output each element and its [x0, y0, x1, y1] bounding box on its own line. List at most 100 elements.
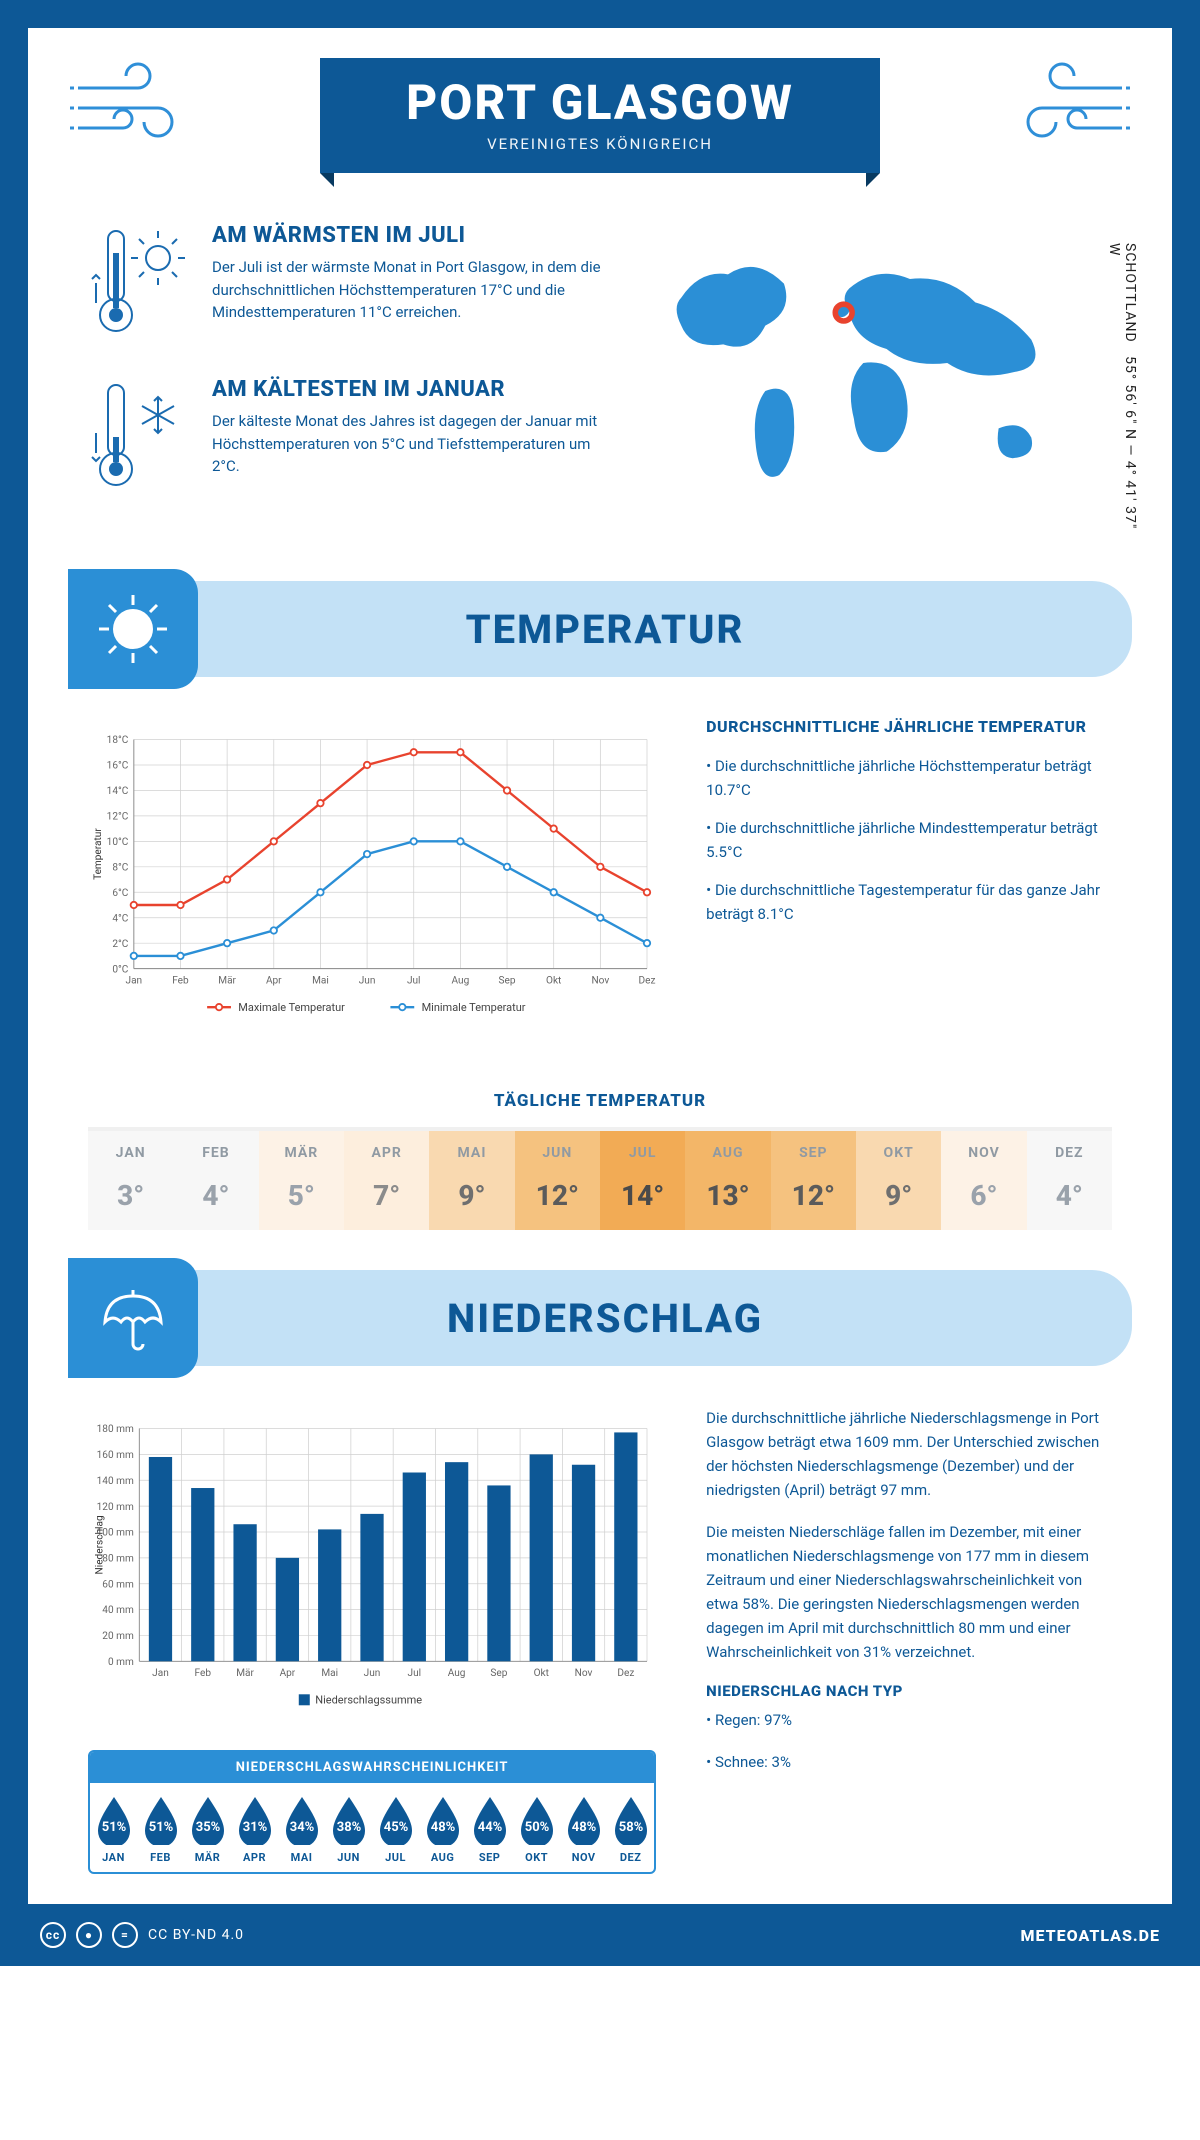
- page-subtitle: VEREINIGTES KÖNIGREICH: [380, 135, 820, 153]
- wind-icon: [68, 58, 188, 148]
- svg-text:Nov: Nov: [575, 1668, 593, 1679]
- precipitation-bar-chart: 0 mm20 mm40 mm60 mm80 mm100 mm120 mm140 …: [88, 1406, 656, 1726]
- fact-warmest: AM WÄRMSTEN IM JULI Der Juli ist der wär…: [88, 223, 603, 347]
- footer: cc ● = CC BY-ND 4.0 METEOATLAS.DE: [0, 1904, 1200, 1966]
- precipitation-heading: NIEDERSCHLAG: [238, 1295, 1092, 1342]
- svg-text:Feb: Feb: [195, 1668, 212, 1679]
- svg-text:Jul: Jul: [407, 975, 421, 986]
- svg-text:Jan: Jan: [152, 1668, 169, 1679]
- probability-cell: 35% MÄR: [184, 1783, 231, 1872]
- umbrella-icon: [68, 1258, 198, 1378]
- svg-text:Apr: Apr: [266, 975, 282, 986]
- svg-text:Sep: Sep: [499, 975, 516, 986]
- probability-cell: 34% MAI: [278, 1783, 325, 1872]
- probability-cell: 51% JAN: [90, 1783, 137, 1872]
- svg-text:10°C: 10°C: [107, 837, 129, 848]
- precip-by-type-heading: NIEDERSCHLAG NACH TYP: [706, 1682, 1112, 1700]
- svg-text:Apr: Apr: [280, 1668, 296, 1679]
- svg-text:Jan: Jan: [126, 975, 143, 986]
- svg-text:48%: 48%: [430, 1820, 455, 1835]
- svg-text:58%: 58%: [618, 1820, 643, 1835]
- header: PORT GLASGOW VEREINIGTES KÖNIGREICH: [28, 28, 1172, 213]
- svg-text:20 mm: 20 mm: [102, 1631, 134, 1642]
- page-title: PORT GLASGOW: [380, 74, 820, 131]
- daily-temp-cell: JAN3°: [88, 1131, 173, 1230]
- thermometer-sun-icon: [88, 223, 188, 347]
- probability-cell: 48% AUG: [419, 1783, 466, 1872]
- svg-text:0 mm: 0 mm: [108, 1657, 134, 1668]
- svg-text:Feb: Feb: [172, 975, 189, 986]
- svg-text:38%: 38%: [336, 1820, 361, 1835]
- fact-coldest: AM KÄLTESTEN IM JANUAR Der kälteste Mona…: [88, 377, 603, 501]
- temperature-heading: TEMPERATUR: [238, 606, 1092, 653]
- world-map: SCHOTTLAND 55° 56' 6" N — 4° 41' 37" W: [643, 223, 1112, 531]
- svg-text:Mai: Mai: [312, 975, 329, 986]
- section-temperature: TEMPERATUR: [68, 581, 1132, 677]
- svg-text:Temperatur: Temperatur: [93, 828, 104, 880]
- cc-icon: cc: [40, 1922, 66, 1948]
- daily-temp-cell: JUN12°: [515, 1131, 600, 1230]
- svg-text:180 mm: 180 mm: [97, 1424, 134, 1435]
- svg-text:Niederschlagssumme: Niederschlagssumme: [315, 1693, 422, 1706]
- fact-cold-text: Der kälteste Monat des Jahres ist dagege…: [212, 410, 603, 478]
- temperature-line-chart: 0°C2°C4°C6°C8°C10°C12°C14°C16°C18°CJanFe…: [88, 717, 656, 1037]
- svg-text:120 mm: 120 mm: [97, 1502, 134, 1513]
- svg-text:16°C: 16°C: [107, 761, 129, 772]
- svg-text:80 mm: 80 mm: [102, 1554, 134, 1565]
- daily-temp-cell: AUG13°: [685, 1131, 770, 1230]
- precip-by-type: • Regen: 97%: [706, 1708, 1112, 1732]
- svg-text:Okt: Okt: [546, 975, 561, 986]
- probability-cell: 51% FEB: [137, 1783, 184, 1872]
- temp-bullet: • Die durchschnittliche jährliche Mindes…: [706, 816, 1112, 864]
- svg-text:Jun: Jun: [364, 1668, 381, 1679]
- svg-text:8°C: 8°C: [112, 862, 128, 873]
- svg-text:Dez: Dez: [639, 975, 656, 986]
- probability-cell: 48% NOV: [560, 1783, 607, 1872]
- svg-text:14°C: 14°C: [107, 786, 129, 797]
- svg-text:2°C: 2°C: [112, 939, 128, 950]
- svg-text:Niederschlag: Niederschlag: [95, 1515, 106, 1574]
- temp-side-heading: DURCHSCHNITTLICHE JÄHRLICHE TEMPERATUR: [706, 717, 1112, 736]
- svg-text:Dez: Dez: [617, 1668, 634, 1679]
- daily-temp-cell: DEZ4°: [1027, 1131, 1112, 1230]
- probability-cell: 45% JUL: [372, 1783, 419, 1872]
- svg-text:51%: 51%: [148, 1820, 173, 1835]
- svg-text:Jul: Jul: [408, 1668, 422, 1679]
- daily-temp-cell: OKT9°: [856, 1131, 941, 1230]
- daily-temp-heading: TÄGLICHE TEMPERATUR: [28, 1091, 1172, 1111]
- svg-text:44%: 44%: [477, 1820, 502, 1835]
- svg-text:0°C: 0°C: [112, 964, 128, 975]
- svg-text:60 mm: 60 mm: [102, 1579, 134, 1590]
- svg-text:Minimale Temperatur: Minimale Temperatur: [422, 1001, 526, 1014]
- svg-text:Maximale Temperatur: Maximale Temperatur: [238, 1001, 345, 1014]
- probability-cell: 58% DEZ: [607, 1783, 654, 1872]
- svg-text:Okt: Okt: [534, 1668, 549, 1679]
- svg-text:Jun: Jun: [359, 975, 376, 986]
- probability-cell: 31% APR: [231, 1783, 278, 1872]
- daily-temp-cell: NOV6°: [941, 1131, 1026, 1230]
- svg-text:45%: 45%: [383, 1820, 408, 1835]
- fact-warm-title: AM WÄRMSTEN IM JULI: [212, 223, 603, 248]
- daily-temp-cell: MÄR5°: [259, 1131, 344, 1230]
- svg-text:4°C: 4°C: [112, 913, 128, 924]
- probability-heading: NIEDERSCHLAGSWAHRSCHEINLICHKEIT: [90, 1752, 654, 1783]
- title-banner: PORT GLASGOW VEREINIGTES KÖNIGREICH: [320, 58, 880, 173]
- coordinates: SCHOTTLAND 55° 56' 6" N — 4° 41' 37" W: [1106, 243, 1138, 531]
- probability-cell: 44% SEP: [466, 1783, 513, 1872]
- fact-warm-text: Der Juli ist der wärmste Monat in Port G…: [212, 256, 603, 324]
- svg-text:Aug: Aug: [448, 1668, 466, 1679]
- brand-name: METEOATLAS.DE: [1020, 1926, 1160, 1945]
- probability-cell: 38% JUN: [325, 1783, 372, 1872]
- nd-icon: =: [112, 1922, 138, 1948]
- svg-text:34%: 34%: [289, 1820, 314, 1835]
- svg-text:6°C: 6°C: [112, 888, 128, 899]
- svg-text:50%: 50%: [524, 1820, 549, 1835]
- svg-text:12°C: 12°C: [107, 812, 129, 823]
- svg-text:48%: 48%: [571, 1820, 596, 1835]
- daily-temp-cell: FEB4°: [173, 1131, 258, 1230]
- daily-temperature-grid: JAN3°FEB4°MÄR5°APR7°MAI9°JUN12°JUL14°AUG…: [88, 1127, 1112, 1230]
- precip-by-type: • Schnee: 3%: [706, 1750, 1112, 1774]
- svg-text:140 mm: 140 mm: [97, 1476, 134, 1487]
- fact-cold-title: AM KÄLTESTEN IM JANUAR: [212, 377, 603, 402]
- daily-temp-cell: SEP12°: [771, 1131, 856, 1230]
